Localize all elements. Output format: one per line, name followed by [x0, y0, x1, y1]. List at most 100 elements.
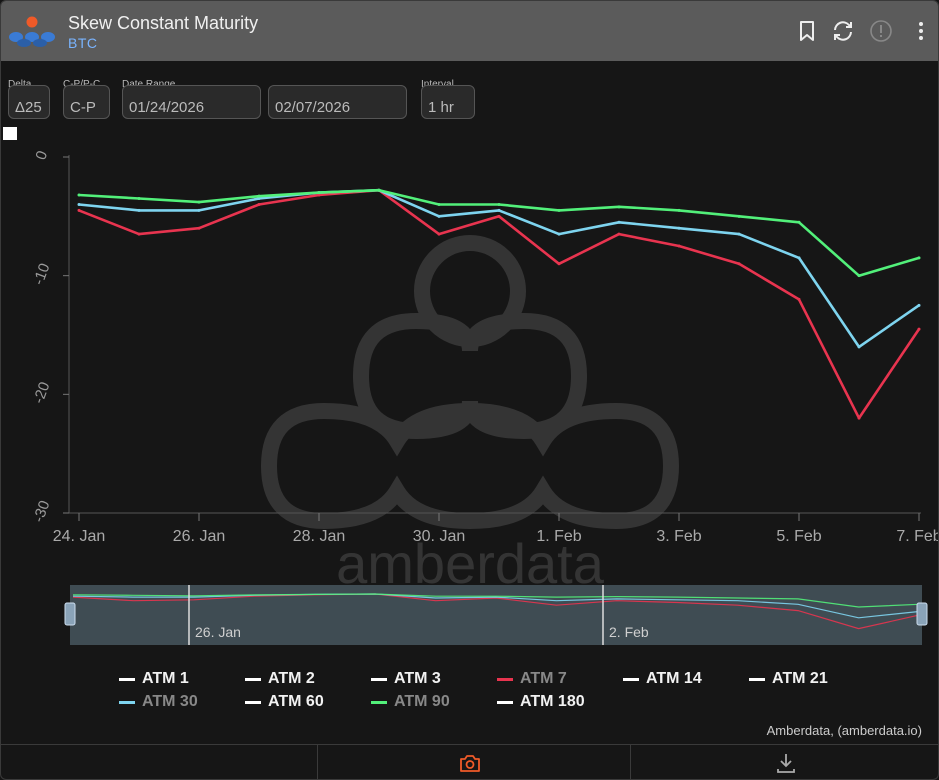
- cpc-select[interactable]: C-P: [63, 85, 110, 119]
- data-point-atm-30: [737, 232, 741, 236]
- data-point-atm-30: [137, 208, 141, 212]
- navigator-handle-left[interactable]: [64, 602, 76, 626]
- legend-item-atm-180[interactable]: ATM 180: [497, 693, 585, 711]
- y-tick-label: -20: [30, 380, 53, 406]
- legend-item-atm-7[interactable]: ATM 7: [497, 670, 567, 688]
- amberdata-logo: [9, 16, 55, 47]
- widget-footer: [1, 744, 938, 779]
- footer-divider: [630, 745, 631, 779]
- legend-swatch: [749, 677, 765, 681]
- data-point-atm-7: [737, 262, 741, 266]
- refresh-icon[interactable]: [831, 19, 855, 43]
- footer-divider: [317, 745, 318, 779]
- legend-swatch: [497, 700, 513, 704]
- legend-swatch: [371, 700, 387, 704]
- data-point-atm-30: [257, 197, 261, 201]
- data-point-atm-90: [197, 200, 201, 204]
- data-point-atm-30: [497, 208, 501, 212]
- bookmark-icon[interactable]: [795, 19, 819, 43]
- legend-item-atm-2[interactable]: ATM 2: [245, 670, 315, 688]
- data-point-atm-90: [137, 197, 141, 201]
- data-point-atm-90: [437, 202, 441, 206]
- data-point-atm-7: [317, 193, 321, 197]
- navigator-line-atm-30: [72, 593, 920, 619]
- navigator-label: 26. Jan: [195, 624, 241, 640]
- navigator-series: [72, 593, 920, 630]
- legend-item-atm-21[interactable]: ATM 21: [749, 670, 828, 688]
- range-navigator[interactable]: 26. Jan 2. Feb: [1, 581, 938, 651]
- data-point-atm-30: [557, 232, 561, 236]
- data-point-atm-30: [197, 208, 201, 212]
- data-point-atm-90: [617, 205, 621, 209]
- data-point-atm-30: [437, 214, 441, 218]
- legend-swatch: [497, 677, 513, 681]
- y-tick-label: -10: [30, 261, 53, 287]
- data-point-atm-30: [677, 226, 681, 230]
- navigator-line-atm-90: [72, 593, 920, 608]
- camera-icon[interactable]: [459, 753, 481, 773]
- date-end-input[interactable]: 02/07/2026: [268, 85, 407, 119]
- legend-item-atm-90[interactable]: ATM 90: [371, 693, 450, 711]
- watermark-text: amberdata: [336, 532, 605, 591]
- reset-zoom-box[interactable]: [3, 127, 17, 140]
- navigator-handle-right[interactable]: [916, 602, 928, 626]
- legend-item-atm-60[interactable]: ATM 60: [245, 693, 324, 711]
- data-point-atm-90: [737, 214, 741, 218]
- data-point-atm-7: [77, 208, 81, 212]
- legend-label: ATM 21: [772, 670, 828, 687]
- legend-label: ATM 7: [520, 670, 567, 687]
- legend-label: ATM 60: [268, 693, 324, 710]
- data-point-atm-90: [917, 256, 921, 260]
- series-line-atm-7: [78, 188, 921, 420]
- x-tick-label: 30. Jan: [413, 528, 465, 545]
- legend-item-atm-3[interactable]: ATM 3: [371, 670, 441, 688]
- series-lines: [77, 188, 921, 420]
- data-point-atm-30: [857, 345, 861, 349]
- legend-item-atm-14[interactable]: ATM 14: [623, 670, 702, 688]
- data-point-atm-30: [917, 303, 921, 307]
- x-tick-label: 28. Jan: [293, 528, 345, 545]
- credit-text[interactable]: Amberdata, (amberdata.io): [766, 723, 922, 738]
- date-range-label: Date Range: [122, 79, 175, 90]
- legend-swatch: [623, 677, 639, 681]
- widget-title: Skew Constant Maturity: [68, 13, 259, 33]
- delta-select[interactable]: Δ25: [8, 85, 50, 119]
- data-point-atm-90: [797, 220, 801, 224]
- line-chart: amberdata 0 -10 -20 -30 24. Jan 26. Jan 28. J…: [30, 149, 938, 591]
- legend-item-atm-1[interactable]: ATM 1: [119, 670, 189, 688]
- legend-label: ATM 3: [394, 670, 441, 687]
- watermark-logo: [260, 235, 680, 530]
- legend-label: ATM 2: [268, 670, 315, 687]
- data-point-atm-7: [497, 214, 501, 218]
- data-point-atm-30: [617, 220, 621, 224]
- data-point-atm-90: [497, 202, 501, 206]
- x-axis-ticks: 24. Jan 26. Jan 28. Jan 30. Jan 1. Feb 3. Feb…: [53, 513, 938, 545]
- data-point-atm-7: [857, 416, 861, 420]
- data-point-atm-7: [557, 262, 561, 266]
- legend-item-atm-30[interactable]: ATM 30: [119, 693, 198, 711]
- widget-header: Skew Constant Maturity BTC: [1, 1, 938, 61]
- data-point-atm-90: [317, 191, 321, 195]
- cpc-label: C-P/P-C: [63, 79, 100, 90]
- date-start-input[interactable]: 01/24/2026: [122, 85, 261, 119]
- download-icon[interactable]: [775, 752, 797, 774]
- interval-select[interactable]: 1 hr: [421, 85, 475, 119]
- data-point-atm-90: [377, 188, 381, 192]
- data-point-atm-7: [197, 226, 201, 230]
- legend-swatch: [245, 677, 261, 681]
- legend-label: ATM 1: [142, 670, 189, 687]
- y-axis-ticks: 0 -10 -20 -30: [30, 149, 69, 525]
- more-icon[interactable]: [909, 19, 933, 43]
- interval-label: Interval: [421, 79, 454, 90]
- legend-swatch: [371, 677, 387, 681]
- data-point-atm-30: [797, 256, 801, 260]
- legend-swatch: [245, 700, 261, 704]
- y-tick-label: -30: [30, 498, 53, 524]
- x-tick-label: 26. Jan: [173, 528, 225, 545]
- data-point-atm-90: [257, 194, 261, 198]
- data-point-atm-90: [677, 208, 681, 212]
- legend-label: ATM 90: [394, 693, 450, 710]
- info-icon[interactable]: [869, 19, 893, 43]
- data-point-atm-7: [437, 232, 441, 236]
